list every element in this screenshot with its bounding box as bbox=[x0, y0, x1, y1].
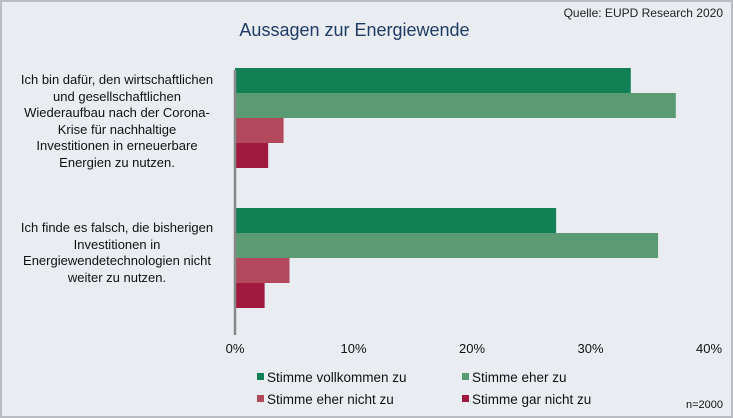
category-label-line: Energien zu nutzen. bbox=[59, 154, 175, 170]
x-tick-label: 40% bbox=[696, 341, 722, 356]
category-label-line: Energiewendetechnologien nicht bbox=[23, 253, 211, 268]
x-tick-label: 20% bbox=[459, 341, 485, 356]
legend-label: Stimme vollkommen zu bbox=[267, 370, 407, 385]
legend-swatch bbox=[462, 395, 469, 402]
category-label-line: Wiederaufbau nach der Corona- bbox=[24, 105, 210, 120]
bar-1-0 bbox=[235, 208, 557, 233]
chart-source: Quelle: EUPD Research 2020 bbox=[563, 6, 723, 20]
legend-swatch bbox=[257, 395, 264, 402]
x-tick-label: 10% bbox=[340, 341, 366, 356]
legend-label: Stimme eher zu bbox=[472, 370, 567, 385]
legend-item: Stimme vollkommen zu bbox=[257, 370, 407, 385]
category-label-0: Ich bin dafür, den wirtschaftlichen und g… bbox=[6, 72, 228, 171]
bar-0-2 bbox=[235, 118, 284, 143]
x-tick-label: 30% bbox=[577, 341, 603, 356]
category-label-line: Investitionen in erneuerbare bbox=[36, 138, 198, 153]
category-label-line: weiter zu nutzen. bbox=[67, 269, 167, 285]
sample-size-note: n=2000 bbox=[685, 399, 723, 411]
x-tick-label: 0% bbox=[226, 341, 245, 356]
bar-0-0 bbox=[235, 68, 631, 93]
legend-swatch bbox=[462, 373, 469, 380]
category-label-1: Ich finde es falsch, die bisherigen Inves… bbox=[6, 220, 228, 286]
bar-0-1 bbox=[235, 93, 676, 118]
bar-1-2 bbox=[235, 258, 290, 283]
legend-item: Stimme eher zu bbox=[462, 370, 567, 385]
legend-item: Stimme gar nicht zu bbox=[462, 392, 591, 407]
legend-item: Stimme eher nicht zu bbox=[257, 392, 394, 407]
category-label-line: Ich bin dafür, den wirtschaftlichen bbox=[20, 72, 214, 87]
bar-0-3 bbox=[235, 143, 269, 168]
category-label-line: Investitionen in bbox=[73, 236, 161, 252]
bar-1-1 bbox=[235, 233, 659, 258]
category-label-line: Ich finde es falsch, die bisherigen bbox=[20, 220, 214, 235]
legend-label: Stimme eher nicht zu bbox=[267, 392, 394, 407]
legend-label: Stimme gar nicht zu bbox=[472, 392, 592, 407]
legend-swatch bbox=[257, 373, 264, 380]
chart-title: Aussagen zur Energiewende bbox=[239, 20, 470, 40]
category-label-line: Krise für nachhaltige bbox=[57, 121, 177, 137]
category-label-line: und gesellschaftlichen bbox=[53, 88, 181, 104]
bar-1-3 bbox=[235, 283, 265, 308]
